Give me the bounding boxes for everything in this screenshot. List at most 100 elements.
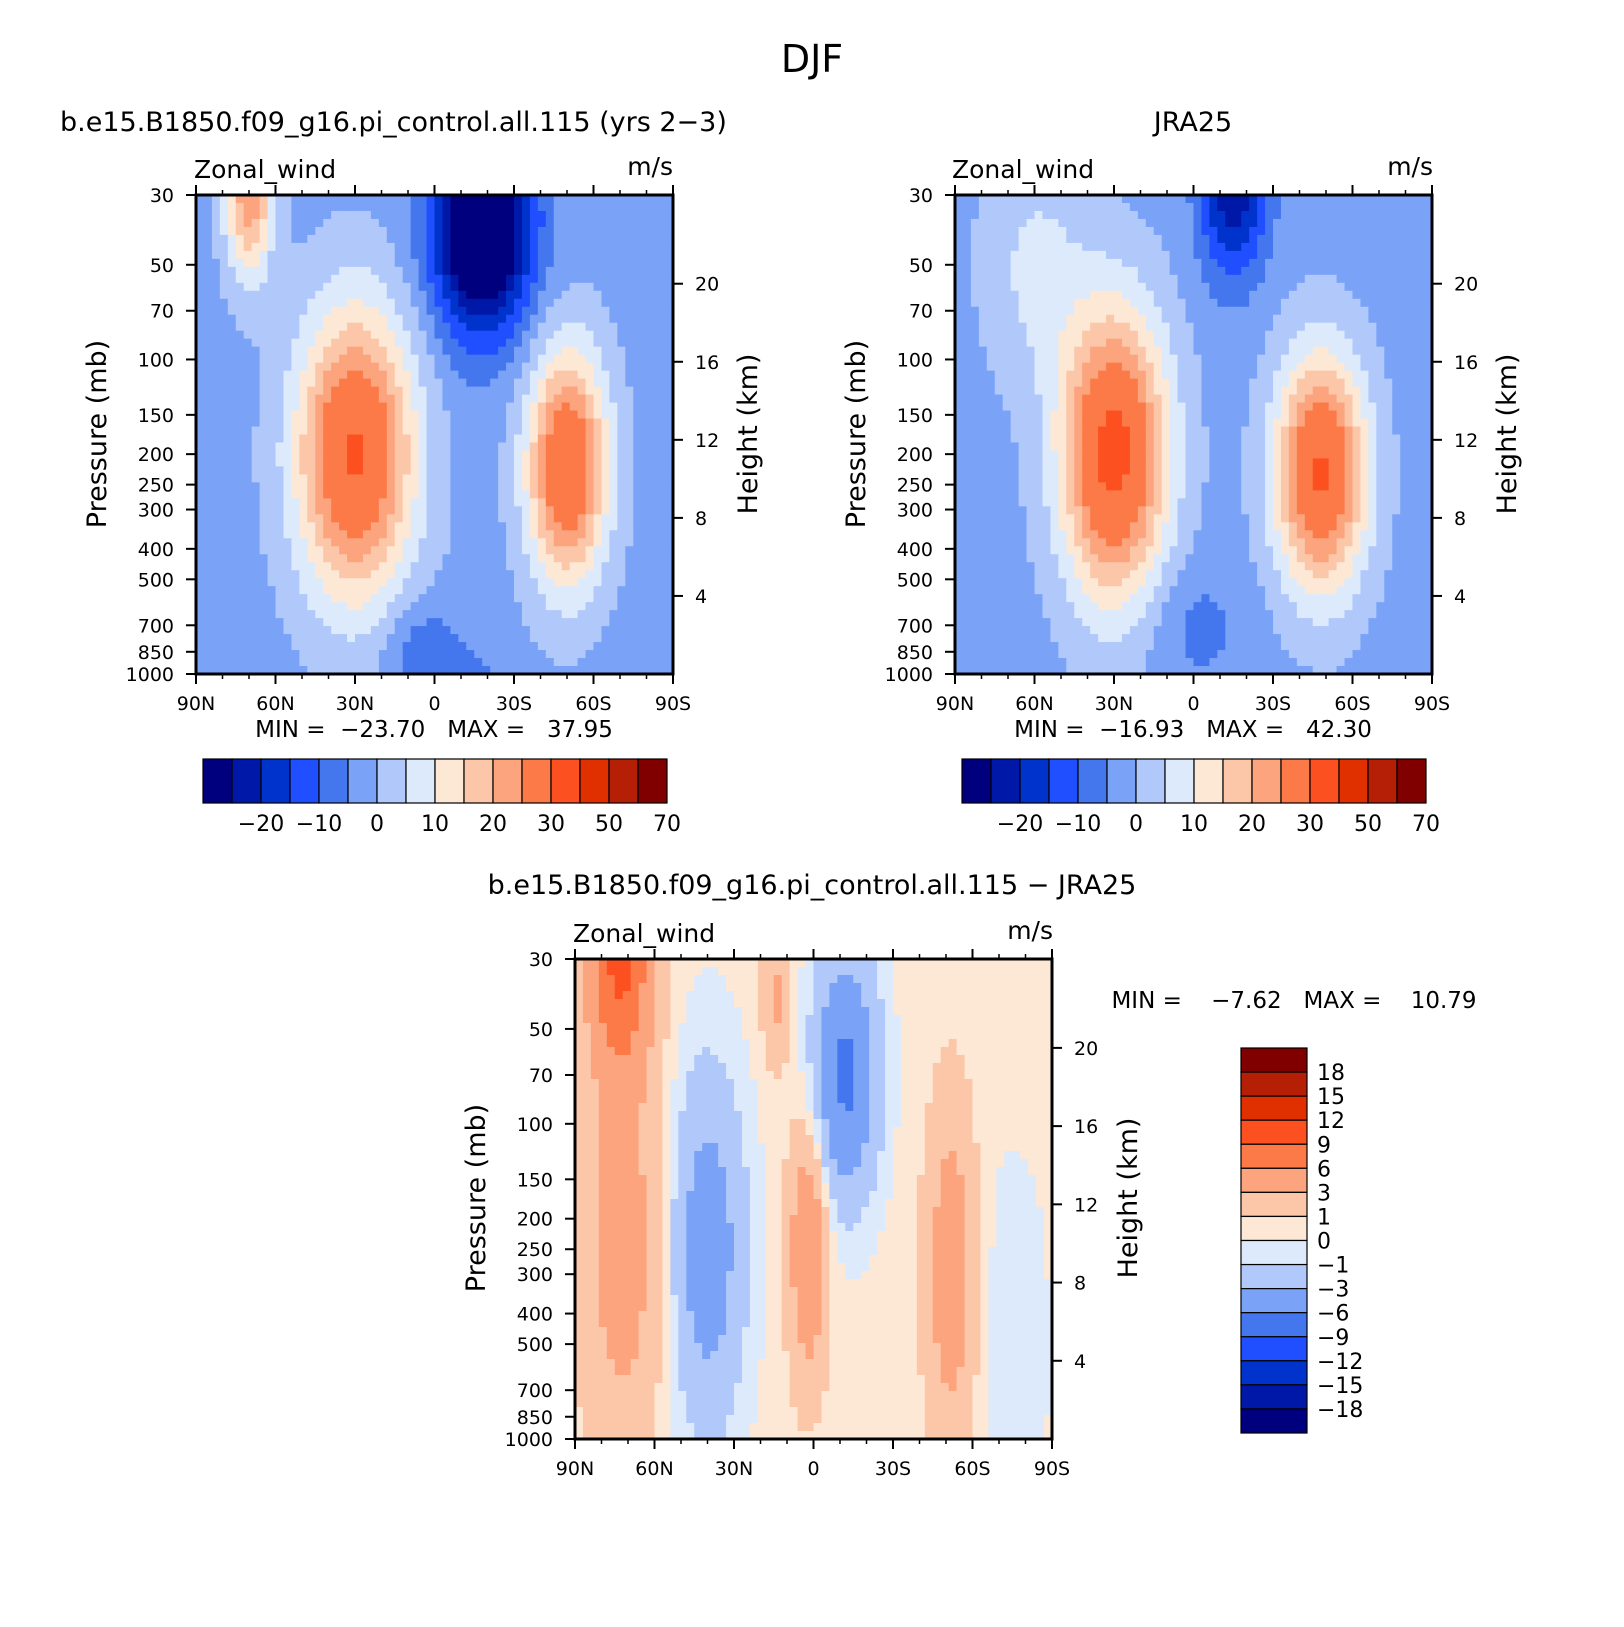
contour-cell <box>569 314 579 324</box>
contour-cell <box>1098 218 1107 228</box>
contour-cell <box>394 418 404 428</box>
contour-cell <box>1066 330 1075 340</box>
contour-cell <box>1249 258 1258 268</box>
contour-cell <box>1288 218 1298 228</box>
contour-cell <box>394 266 404 276</box>
contour-cell <box>362 562 372 571</box>
contour-cell <box>514 442 523 452</box>
contour-cell <box>537 298 547 308</box>
contour-cell <box>1376 322 1385 332</box>
contour-cell <box>331 378 340 388</box>
contour-cell <box>203 474 213 483</box>
contour-cell <box>1018 298 1028 308</box>
contour-cell <box>307 210 316 220</box>
contour-cell <box>291 290 300 300</box>
contour-cell <box>1074 346 1083 356</box>
contour-cell <box>386 466 396 476</box>
contour-cell <box>211 610 221 619</box>
contour-cell <box>323 450 332 460</box>
contour-cell <box>577 258 587 268</box>
contour-cell <box>458 370 467 380</box>
contour-cell <box>458 634 467 643</box>
contour-cell <box>466 450 475 460</box>
contour-cell <box>394 314 404 324</box>
contour-cell <box>649 378 658 388</box>
contour-cell <box>227 554 237 563</box>
contour-cell <box>307 490 316 499</box>
contour-cell <box>1010 242 1020 252</box>
contour-cell <box>1328 290 1338 300</box>
contour-cell <box>498 586 507 595</box>
contour-cell <box>482 282 491 292</box>
contour-cell <box>498 378 507 388</box>
contour-cell <box>450 658 459 667</box>
contour-cell <box>426 618 436 627</box>
contour-cell <box>1066 322 1075 332</box>
contour-cell <box>1098 354 1107 364</box>
contour-cell <box>362 418 372 428</box>
contour-cell <box>521 458 531 468</box>
contour-cell <box>1042 322 1051 332</box>
contour-cell <box>299 322 308 332</box>
contour-cell <box>466 258 475 268</box>
contour-cell <box>1384 250 1393 260</box>
contour-cell <box>617 218 626 228</box>
contour-cell <box>458 530 467 539</box>
contour-cell <box>355 450 364 460</box>
contour-cell <box>1280 266 1290 276</box>
contour-cell <box>569 570 579 579</box>
contour-cell <box>426 338 436 348</box>
contour-cell <box>267 402 277 412</box>
contour-cell <box>291 442 300 452</box>
contour-cell <box>609 282 618 292</box>
contour-cell <box>529 546 539 555</box>
contour-cell <box>1368 282 1377 292</box>
contour-cell <box>299 562 308 571</box>
contour-cell <box>1137 242 1147 252</box>
contour-cell <box>665 378 674 388</box>
contour-cell <box>553 338 563 348</box>
contour-cell <box>649 546 658 555</box>
contour-cell <box>561 346 571 356</box>
contour-cell <box>466 466 475 476</box>
contour-cell <box>1360 242 1369 252</box>
contour-cell <box>235 602 245 611</box>
contour-cell <box>1416 250 1425 260</box>
contour-cell <box>211 394 221 404</box>
contour-cell <box>553 650 563 659</box>
contour-cell <box>657 586 666 595</box>
contour-cell <box>521 370 531 380</box>
contour-cell <box>466 538 475 547</box>
contour-cell <box>211 362 221 372</box>
contour-cell <box>243 594 253 603</box>
contour-cell <box>1114 346 1123 356</box>
contour-cell <box>1217 338 1226 348</box>
contour-cell <box>347 418 356 428</box>
contour-cell <box>537 586 547 595</box>
contour-cell <box>386 314 396 324</box>
contour-cell <box>283 370 292 380</box>
contour-cell <box>426 218 436 228</box>
contour-cell <box>665 466 674 476</box>
contour-cell <box>1074 322 1083 332</box>
contour-cell <box>410 466 420 476</box>
contour-cell <box>386 218 396 228</box>
contour-cell <box>617 458 626 468</box>
contour-cell <box>1304 258 1314 268</box>
contour-cell <box>251 666 261 675</box>
contour-cell <box>378 586 388 595</box>
contour-cell <box>307 394 316 404</box>
contour-cell <box>657 290 666 300</box>
contour-cell <box>394 578 404 587</box>
contour-cell <box>514 538 523 547</box>
contour-cell <box>609 650 618 659</box>
contour-cell <box>1129 234 1139 244</box>
contour-cell <box>529 282 539 292</box>
contour-cell <box>1336 242 1346 252</box>
contour-cell <box>617 602 626 611</box>
contour-cell <box>593 546 603 555</box>
contour-cell <box>267 490 277 499</box>
contour-cell <box>402 586 412 595</box>
contour-cell <box>251 650 261 659</box>
contour-cell <box>545 506 555 515</box>
